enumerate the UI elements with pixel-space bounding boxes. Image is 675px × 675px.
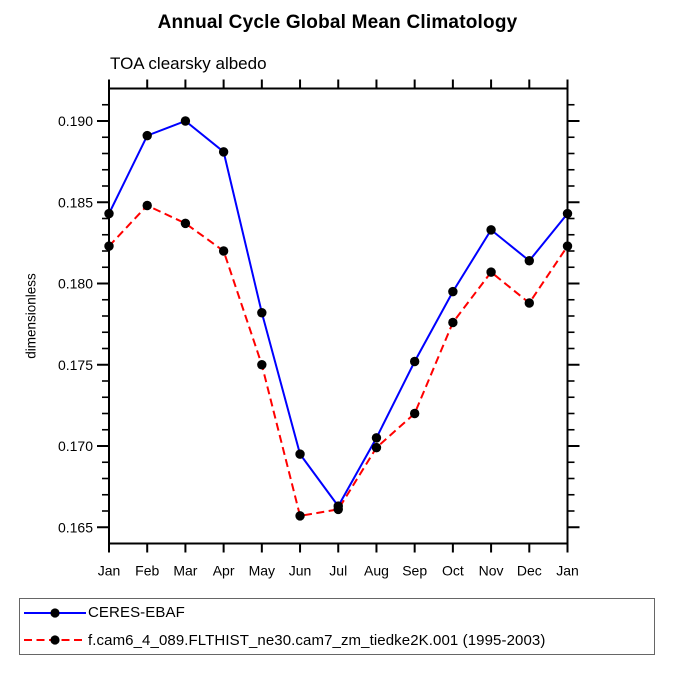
data-point-s0 [562, 208, 573, 219]
legend-label-model: f.cam6_4_089.FLTHIST_ne30.cam7_zm_tiedke… [88, 631, 546, 649]
y-tick-label: 0.175 [58, 357, 93, 373]
x-tick-label: Jun [289, 563, 312, 579]
data-point-s1 [562, 241, 573, 251]
data-point-s0 [104, 208, 114, 219]
data-point-s1 [180, 218, 191, 229]
x-tick-label: Dec [517, 563, 542, 579]
data-point-s1 [333, 504, 343, 515]
data-point-s1 [448, 317, 458, 328]
y-tick-label: 0.170 [58, 438, 93, 454]
series-line-0 [108, 119, 569, 508]
data-point-s1 [104, 241, 114, 251]
data-point-s1 [142, 200, 152, 211]
x-tick-label: Sep [402, 563, 427, 579]
data-point-s0 [180, 116, 191, 126]
data-point-s1 [371, 442, 382, 453]
x-tick-label: Apr [213, 563, 235, 579]
data-point-s0 [409, 356, 420, 367]
data-point-s1 [295, 511, 305, 521]
x-tick-label: May [249, 563, 275, 579]
data-point-s1 [218, 246, 229, 256]
legend-line-sample-model [24, 635, 86, 645]
data-point-s0 [295, 449, 305, 459]
x-tick-label: Nov [479, 563, 504, 579]
chart-subtitle: TOA clearsky albedo [110, 54, 267, 73]
data-point-s0 [486, 225, 496, 235]
legend-box: CERES-EBAF f.cam6_4_089.FLTHIST_ne30.cam… [19, 598, 655, 655]
legend-item-model: f.cam6_4_089.FLTHIST_ne30.cam7_zm_tiedke… [22, 632, 654, 649]
data-point-s1 [257, 360, 267, 370]
data-point-s0 [448, 286, 458, 297]
x-tick-label: Aug [364, 563, 389, 579]
x-tick-label: Mar [173, 563, 197, 579]
legend-item-obs: CERES-EBAF [22, 604, 654, 621]
x-tick-label: Jan [98, 563, 121, 579]
legend-line-sample-obs [24, 608, 86, 618]
series-line-1 [108, 204, 569, 518]
x-tick-label: Oct [442, 563, 464, 579]
chart-title: Annual Cycle Global Mean Climatology [157, 12, 518, 33]
data-point-s0 [524, 256, 534, 266]
data-point-s0 [257, 308, 267, 318]
data-point-s0 [142, 130, 152, 141]
x-tick-label: Feb [135, 563, 159, 579]
y-tick-label: 0.185 [58, 194, 93, 210]
data-point-s1 [409, 408, 420, 419]
y-tick-label: 0.190 [58, 113, 93, 129]
plot-frame [108, 87, 569, 545]
data-point-s0 [371, 433, 382, 443]
data-point-s1 [486, 267, 496, 277]
legend-label-obs: CERES-EBAF [88, 604, 185, 622]
x-tick-label: Jan [556, 563, 579, 579]
x-tick-label: Jul [329, 563, 347, 579]
y-tick-label: 0.180 [58, 276, 93, 292]
data-point-s1 [524, 298, 534, 308]
y-tick-label: 0.165 [58, 519, 93, 535]
data-point-s0 [218, 147, 229, 157]
